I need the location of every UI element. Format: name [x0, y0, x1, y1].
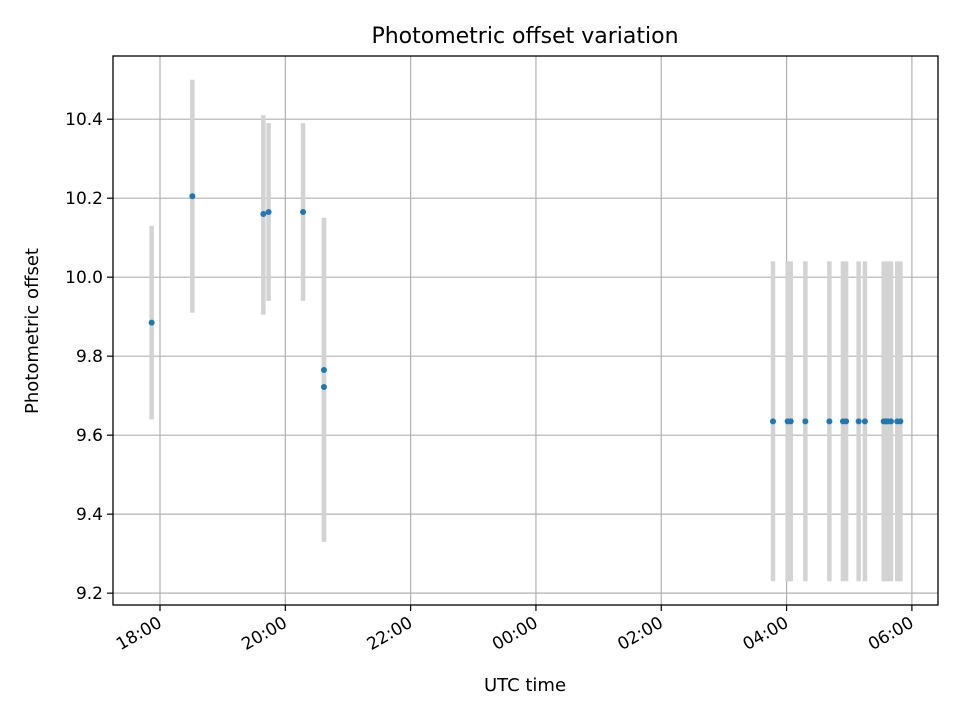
x-axis-label: UTC time — [484, 675, 566, 696]
data-point — [320, 366, 327, 373]
data-point — [770, 418, 776, 425]
y-tick-label: 10.2 — [65, 189, 103, 209]
chart-title: Photometric offset variation — [371, 24, 678, 49]
data-point — [265, 209, 272, 216]
data-points — [148, 193, 904, 425]
data-point — [897, 418, 904, 425]
data-point — [189, 193, 196, 200]
y-tick-label: 10.4 — [65, 110, 103, 130]
y-axis-label: Photometric offset — [22, 248, 43, 414]
y-tick-label: 9.4 — [76, 505, 103, 525]
data-point — [802, 418, 809, 425]
y-tick-label: 10.0 — [65, 268, 103, 288]
data-point — [861, 418, 868, 425]
y-tick-label: 9.6 — [76, 426, 103, 446]
y-tick-label: 9.8 — [76, 347, 103, 367]
data-point — [148, 319, 155, 326]
y-tick-label: 9.2 — [76, 584, 103, 604]
plot-frame — [112, 55, 939, 606]
data-point — [843, 418, 850, 425]
data-point — [787, 418, 794, 425]
data-point — [260, 210, 267, 217]
data-point — [300, 209, 307, 216]
data-point — [855, 418, 862, 425]
data-point — [826, 418, 833, 425]
data-point — [320, 383, 327, 390]
data-point — [888, 418, 895, 425]
